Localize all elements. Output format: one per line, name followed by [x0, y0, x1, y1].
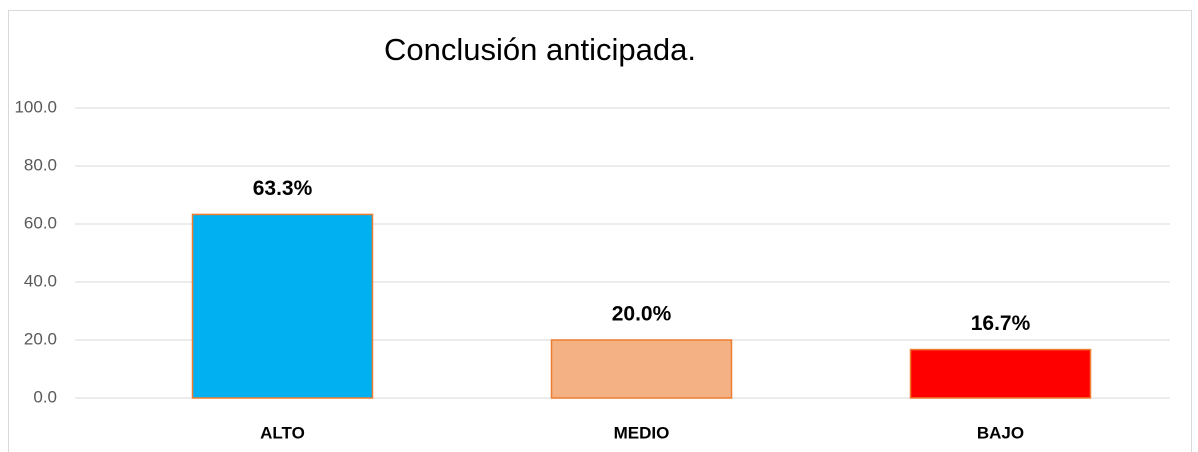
y-tick-label: 40.0	[24, 271, 57, 290]
x-tick-label: MEDIO	[614, 423, 670, 442]
data-label: 63.3%	[253, 177, 313, 200]
y-tick-label: 60.0	[24, 213, 57, 232]
y-tick-label: 20.0	[24, 329, 57, 348]
x-tick-label: BAJO	[977, 423, 1024, 442]
y-tick-label: 0.0	[33, 387, 57, 406]
chart-title: Conclusión anticipada.	[384, 32, 696, 67]
y-tick-label: 80.0	[24, 155, 57, 174]
bar	[191, 213, 374, 399]
y-tick-label: 100.0	[14, 97, 57, 116]
bar	[909, 348, 1092, 399]
data-label: 16.7%	[971, 312, 1031, 335]
data-label: 20.0%	[612, 303, 672, 326]
bar	[550, 339, 733, 399]
x-tick-label: ALTO	[260, 423, 305, 442]
